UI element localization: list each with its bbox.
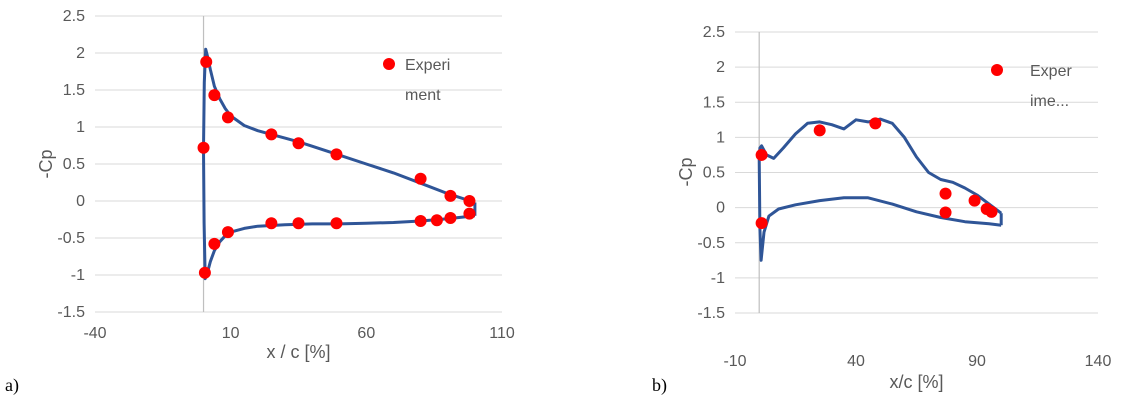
experiment-point <box>414 172 427 185</box>
experiment-point <box>330 148 343 161</box>
y-tick-label: -0.5 <box>57 230 85 247</box>
experiment-point <box>444 189 457 202</box>
experiment-point <box>939 187 952 200</box>
y-tick-label: 1 <box>716 129 725 146</box>
panel-label-b: b) <box>652 375 667 396</box>
y-tick-label: 0 <box>716 200 725 217</box>
y-tick-label: 2.5 <box>703 24 725 41</box>
experiment-point <box>444 212 457 225</box>
x-tick-label: -40 <box>83 325 106 342</box>
x-tick-label: 110 <box>489 325 515 342</box>
experiment-point <box>968 194 981 207</box>
cp-line-lower <box>202 149 476 281</box>
y-tick-label: 2.5 <box>63 8 85 25</box>
experiment-point <box>221 226 234 239</box>
experiment-point <box>869 117 882 130</box>
experiment-point <box>197 141 210 154</box>
y-tick-label: 2 <box>716 59 725 76</box>
chart-a: -1.5 -1 -0.5 0 0.5 1 1.5 2 2.5 -40 10 60 110 x / c [%… <box>36 8 515 362</box>
cp-line-lower <box>757 158 1002 262</box>
experiment-point <box>463 207 476 220</box>
y-axis-label: -Cp <box>676 157 696 186</box>
y-tick-label: 0.5 <box>63 156 85 173</box>
y-tick-label: 1.5 <box>63 82 85 99</box>
y-tick-label: 0 <box>76 193 85 210</box>
y-tick-label: 2 <box>76 45 85 62</box>
experiment-point <box>430 214 443 227</box>
experiment-point <box>221 111 234 124</box>
x-tick-label: 140 <box>1085 353 1112 370</box>
chart-b: -1.5 -1 -0.5 0 0.5 1 1.5 2 2.5 -10 40 90 140 x/c [%] -… <box>676 24 1111 392</box>
experiment-point <box>330 217 343 230</box>
y-tick-label: -1 <box>71 267 85 284</box>
experiment-point <box>414 214 427 227</box>
y-tick-label: -1 <box>711 270 725 287</box>
experiment-point <box>985 205 998 218</box>
y-tick-label: -1.5 <box>697 305 725 322</box>
y-axis-label: -Cp <box>36 149 56 178</box>
legend-marker <box>991 64 1003 76</box>
experiment-point <box>198 266 211 279</box>
y-tick-label: -1.5 <box>57 304 85 321</box>
panel-label-a: a) <box>5 375 19 396</box>
experiment-point <box>265 128 278 141</box>
x-axis-label: x/c [%] <box>889 372 943 392</box>
experiment-point <box>200 55 213 68</box>
experiment-point <box>939 206 952 219</box>
y-tick-label: 1 <box>76 119 85 136</box>
x-tick-label: 40 <box>847 353 865 370</box>
cp-line-upper <box>757 117 1003 215</box>
experiment-point <box>813 124 826 137</box>
x-tick-label: -10 <box>723 353 746 370</box>
legend-label: Experi <box>405 57 450 74</box>
experiment-point <box>755 148 768 161</box>
legend-label: ment <box>405 87 441 104</box>
x-tick-label: 60 <box>357 325 375 342</box>
x-tick-label: 90 <box>968 353 986 370</box>
y-tick-label: 0.5 <box>703 165 725 182</box>
y-tick-label: -0.5 <box>697 235 725 252</box>
experiment-point <box>463 195 476 207</box>
x-axis-label: x / c [%] <box>266 342 330 362</box>
experiment-point <box>208 89 221 102</box>
experiment-point <box>265 217 278 230</box>
legend-label: Exper <box>1030 63 1072 80</box>
experiment-point <box>292 217 305 230</box>
legend-marker <box>383 58 395 70</box>
y-tick-label: 1.5 <box>703 94 725 111</box>
x-tick-label: 10 <box>222 325 240 342</box>
legend-label: ime... <box>1030 93 1069 110</box>
experiment-point <box>292 137 305 150</box>
experiment-point <box>208 237 221 250</box>
experiment-point <box>755 217 768 230</box>
